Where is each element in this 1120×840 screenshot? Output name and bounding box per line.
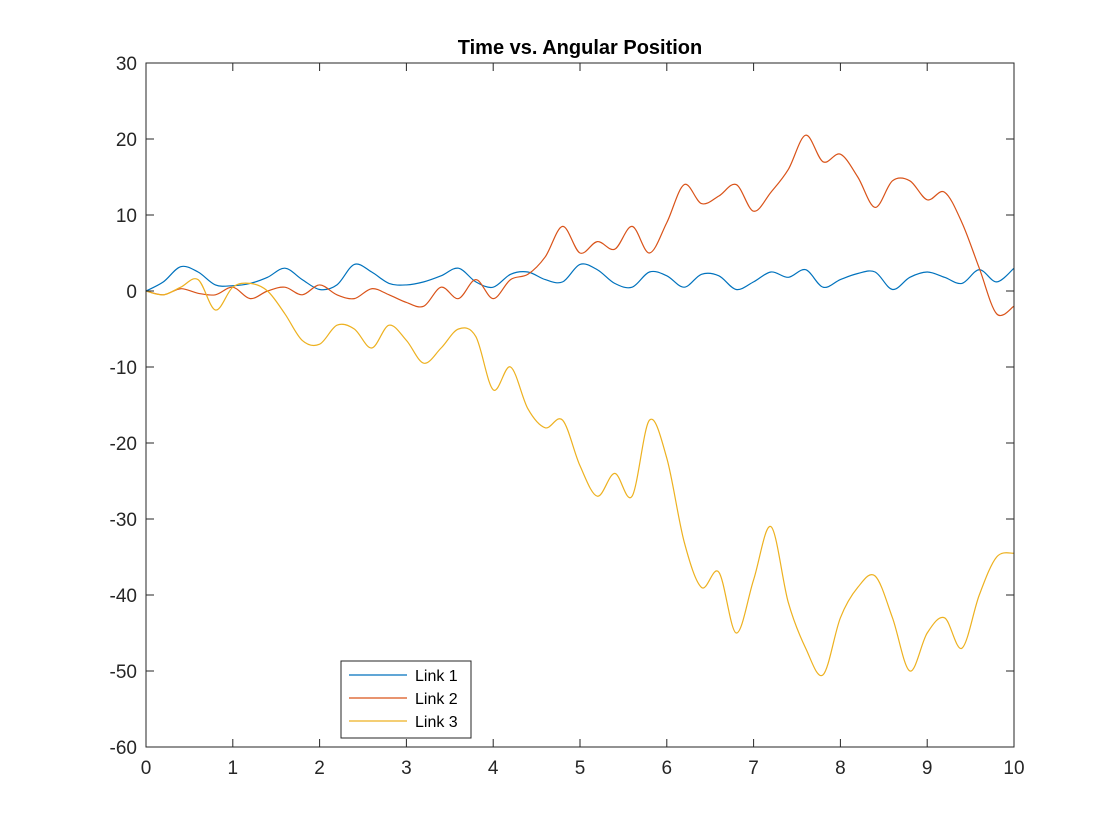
y-tick-label: 0 bbox=[126, 282, 137, 303]
axes-background bbox=[146, 63, 1014, 747]
y-tick-label: -60 bbox=[110, 738, 137, 759]
x-tick-label: 3 bbox=[401, 758, 412, 779]
x-tick-label: 7 bbox=[748, 758, 759, 779]
y-tick-label: 30 bbox=[116, 54, 137, 75]
legend-label-3: Link 3 bbox=[415, 714, 458, 731]
legend-box bbox=[340, 660, 472, 739]
legend-label-2: Link 2 bbox=[415, 691, 458, 708]
tick-layer: 0 1 2 3 4 5 6 7 8 9 10 30 20 10 0 -10 -20 -30 -40 -50 -60 bbox=[110, 54, 1025, 779]
series-line-2 bbox=[146, 134, 1014, 317]
chart-title: Time vs. Angular Position bbox=[458, 37, 703, 59]
x-tick-label: 2 bbox=[314, 758, 325, 779]
y-tick-label: -40 bbox=[110, 586, 137, 607]
x-tick-label: 6 bbox=[662, 758, 673, 779]
x-tick-label: 8 bbox=[835, 758, 846, 779]
x-tick-label: 5 bbox=[575, 758, 586, 779]
series-layer bbox=[146, 134, 1014, 677]
legend-label-1: Link 1 bbox=[415, 668, 458, 685]
y-tick-label: 20 bbox=[116, 130, 137, 151]
x-tick-label: 10 bbox=[1003, 758, 1024, 779]
series-line-3 bbox=[146, 278, 1014, 677]
y-tick-label: -10 bbox=[110, 358, 137, 379]
x-tick-label: 1 bbox=[228, 758, 239, 779]
plot-area bbox=[145, 62, 1015, 748]
series-line-1 bbox=[146, 263, 1014, 292]
legend: Link 1 Link 2 Link 3 bbox=[340, 660, 472, 739]
x-tick-label: 4 bbox=[488, 758, 499, 779]
x-tick-label: 0 bbox=[141, 758, 152, 779]
y-tick-label: -50 bbox=[110, 662, 137, 683]
y-tick-label: -20 bbox=[110, 434, 137, 455]
y-tick-label: 10 bbox=[116, 206, 137, 227]
y-tick-label: -30 bbox=[110, 510, 137, 531]
x-tick-label: 9 bbox=[922, 758, 933, 779]
